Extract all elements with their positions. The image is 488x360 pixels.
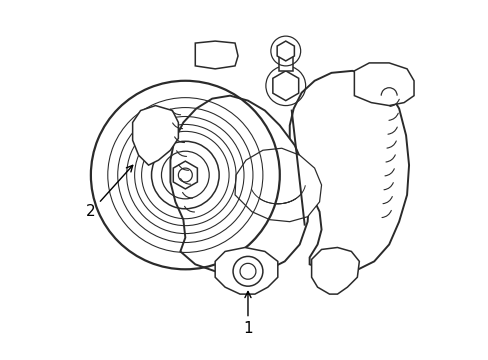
Text: 1: 1 — [243, 292, 252, 336]
Polygon shape — [354, 63, 413, 105]
Polygon shape — [195, 41, 238, 69]
Polygon shape — [170, 96, 309, 274]
Bar — [278, 51, 292, 71]
Polygon shape — [235, 148, 321, 222]
Polygon shape — [173, 161, 197, 189]
Polygon shape — [289, 71, 408, 271]
Polygon shape — [277, 41, 294, 61]
Polygon shape — [132, 105, 178, 165]
Text: 2: 2 — [86, 165, 132, 219]
Polygon shape — [215, 247, 277, 294]
Polygon shape — [272, 71, 298, 100]
Polygon shape — [311, 247, 359, 294]
